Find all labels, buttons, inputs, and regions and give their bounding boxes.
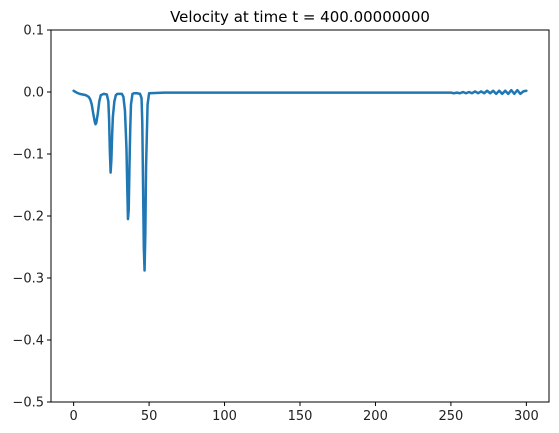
series-layer xyxy=(72,88,528,272)
plot-frame xyxy=(50,29,550,403)
y-tick-label: 0.0 xyxy=(23,86,44,101)
chart-title: Velocity at time t = 400.00000000 xyxy=(170,8,430,26)
x-tick-label: 250 xyxy=(438,409,463,424)
y-tick-label: −0.2 xyxy=(12,210,44,225)
y-tick-label: −0.4 xyxy=(12,334,44,349)
x-tick-label: 100 xyxy=(212,409,237,424)
y-tick-label: −0.1 xyxy=(12,148,44,163)
y-tick-label: −0.5 xyxy=(12,396,44,411)
x-tick-label: 150 xyxy=(288,409,313,424)
x-tick-label: 50 xyxy=(141,409,158,424)
velocity-line xyxy=(72,88,528,272)
x-tick-label: 200 xyxy=(363,409,388,424)
axis-ticks: 0 50 100 150 200 250 300 0.1 0.0 −0.1 −0.2 −0.3 −0.4… xyxy=(12,24,538,425)
y-tick-label: −0.3 xyxy=(12,272,44,287)
x-tick-label: 300 xyxy=(514,409,539,424)
y-tick-label: 0.1 xyxy=(23,24,44,39)
x-tick-label: 0 xyxy=(69,409,77,424)
